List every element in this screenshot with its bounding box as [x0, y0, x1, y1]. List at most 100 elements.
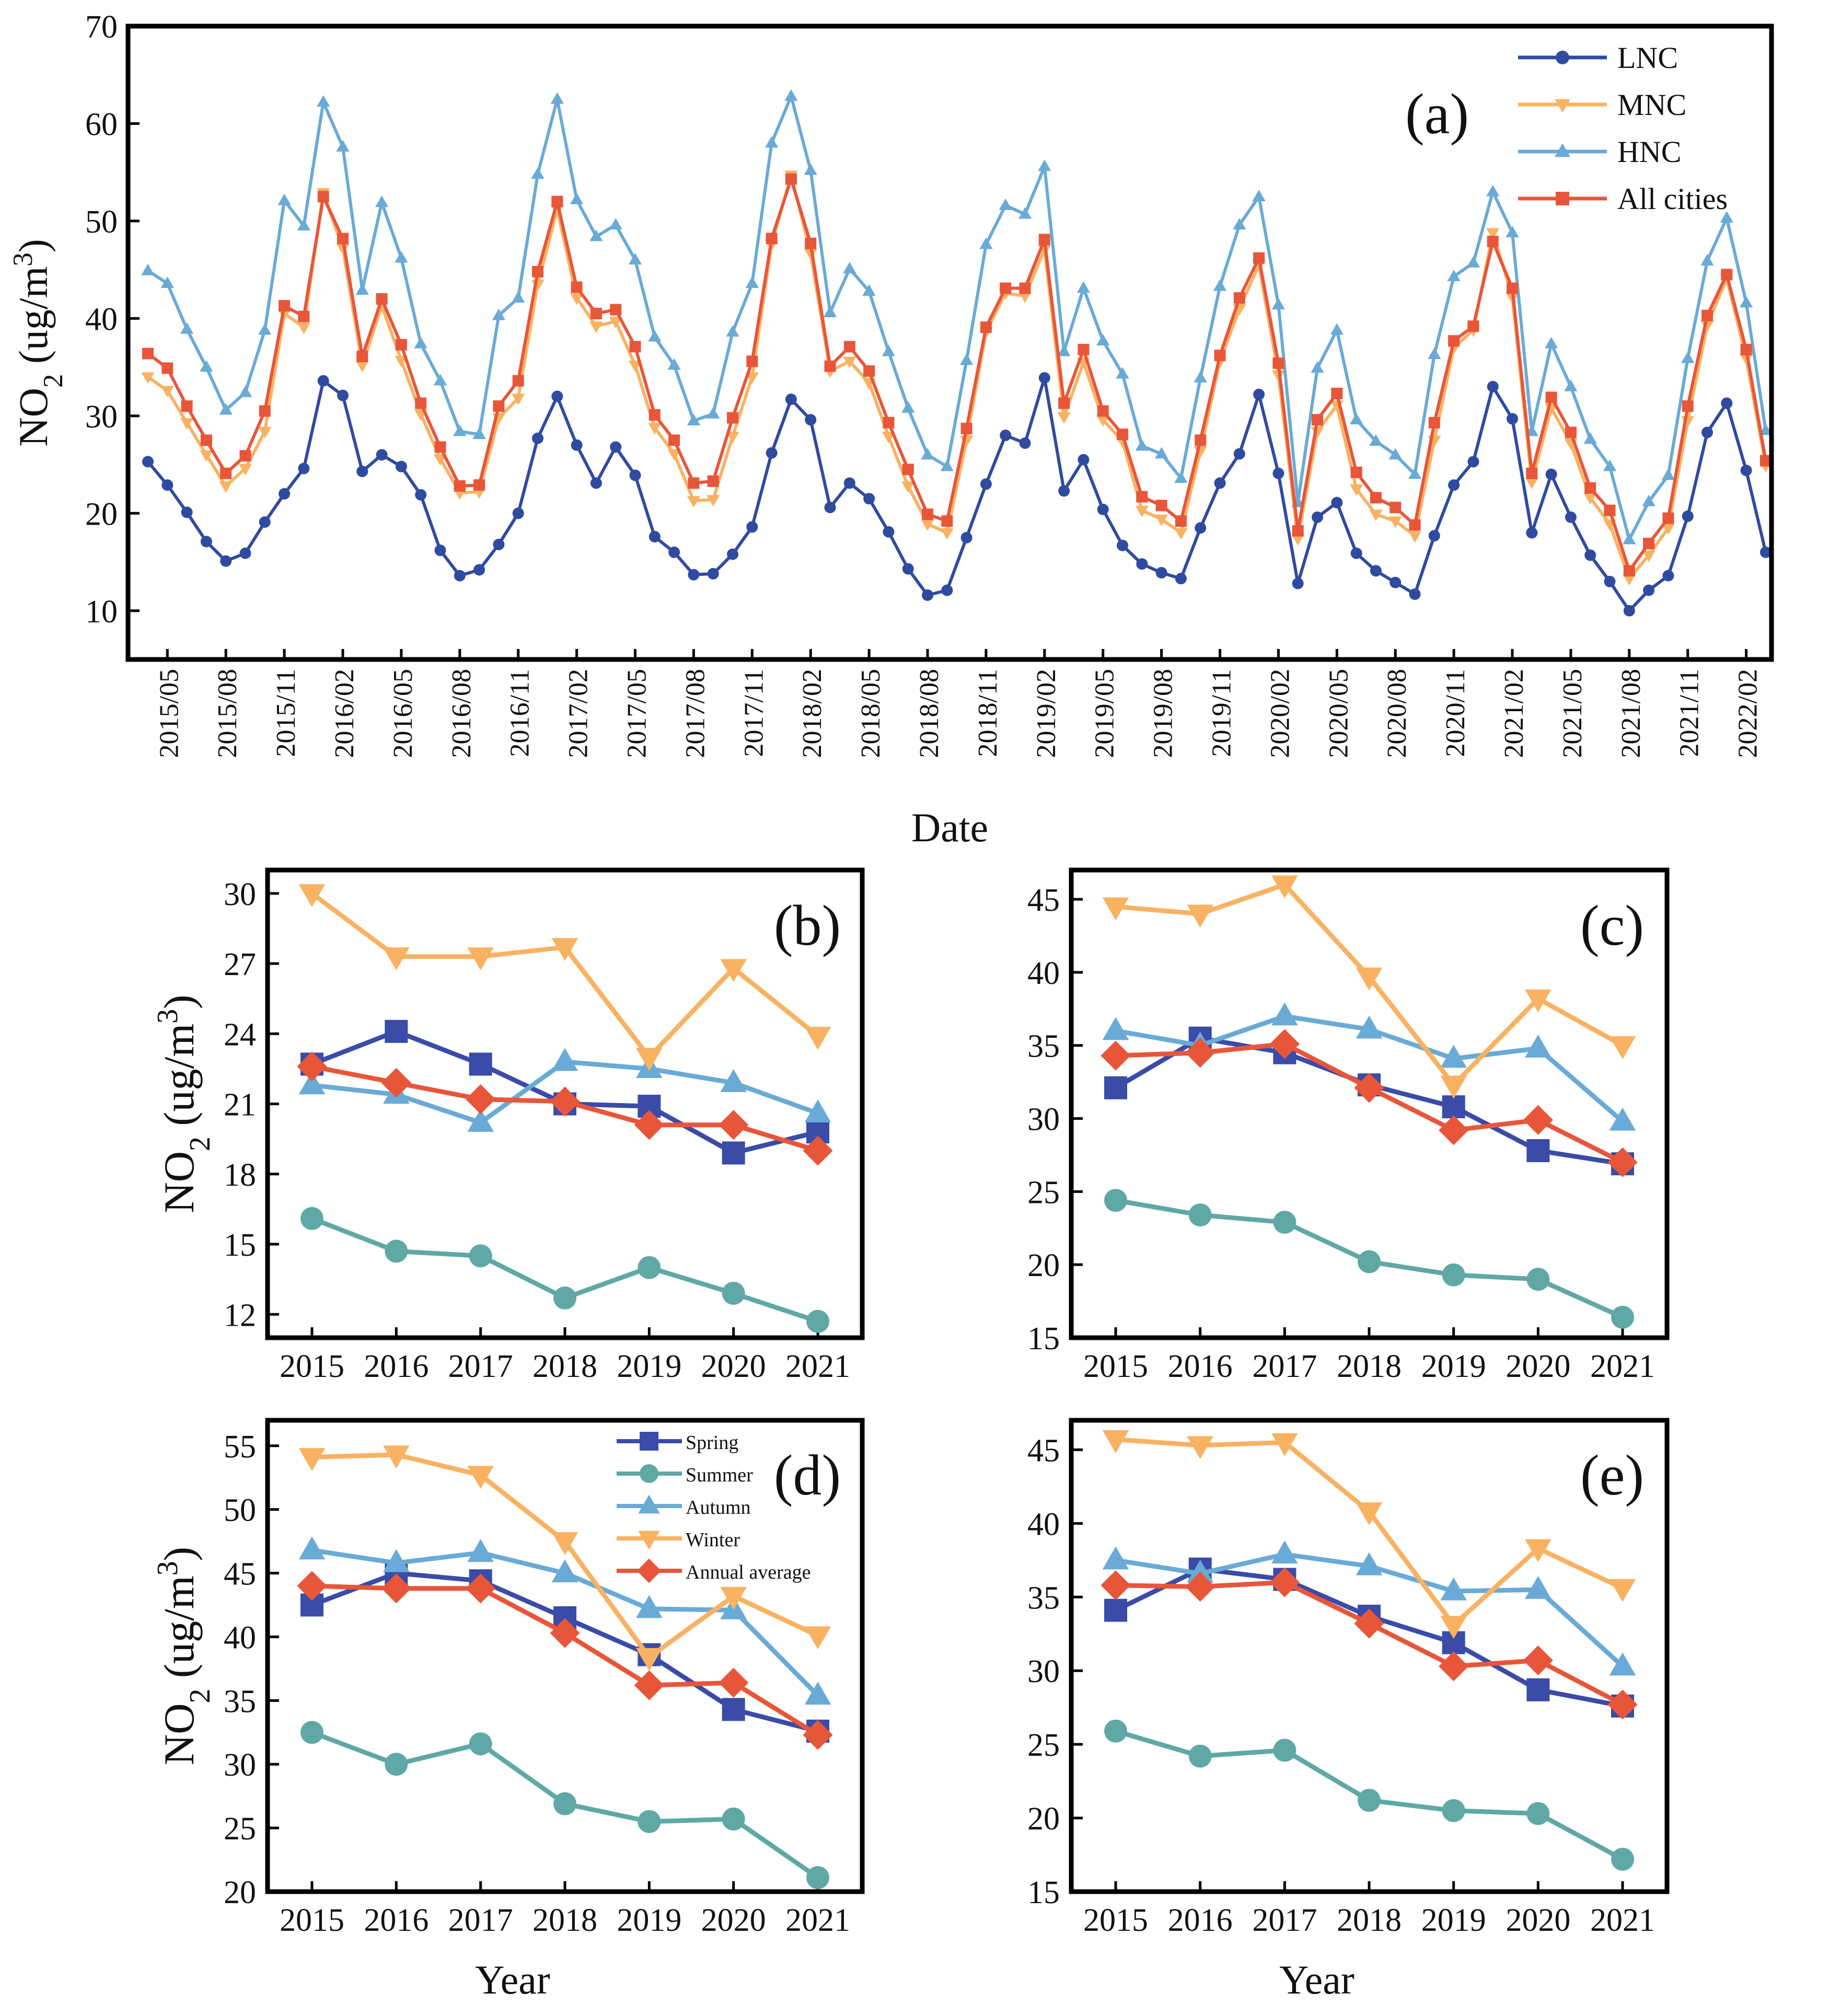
data-point: [279, 488, 291, 500]
data-point: [1740, 344, 1752, 356]
data-point: [1486, 228, 1500, 240]
legend-label: LNC: [1617, 41, 1678, 75]
data-point: [636, 1595, 663, 1618]
data-point: [1096, 415, 1110, 427]
data-point: [609, 317, 622, 329]
data-point: [454, 480, 466, 492]
data-point: [1331, 496, 1343, 508]
data-point: [1292, 577, 1304, 589]
data-point: [1545, 468, 1557, 480]
data-point: [720, 1069, 747, 1092]
data-point: [1409, 588, 1421, 600]
data-point: [1154, 514, 1168, 526]
data-point: [238, 464, 252, 476]
data-point: [433, 374, 447, 386]
data-point: [1662, 570, 1674, 582]
data-point: [466, 1573, 496, 1604]
data-point: [1523, 1645, 1553, 1676]
x-tick-label: 2020: [1506, 1903, 1570, 1938]
data-point: [297, 1571, 327, 1601]
data-point: [1701, 426, 1713, 438]
data-point: [722, 1281, 745, 1305]
data-point: [1331, 387, 1343, 399]
y-tick-label: 27: [224, 947, 256, 982]
y-tick-label: 35: [1027, 1580, 1060, 1616]
data-point: [1701, 309, 1713, 321]
data-point: [804, 1099, 831, 1122]
legend-item: Annual average: [617, 1558, 811, 1583]
plot-frame: [265, 867, 865, 1340]
x-tick-label: 2017/08: [680, 669, 710, 758]
data-point: [1175, 515, 1187, 527]
y-tick-label: 35: [224, 1684, 256, 1719]
data-point: [1311, 361, 1324, 373]
data-point: [1188, 1744, 1212, 1768]
x-tick-label: 2015: [1083, 1903, 1148, 1938]
data-point: [940, 528, 954, 540]
data-point: [493, 400, 505, 412]
panel-b: 12 15 18 21 24 27 30 2015 2016 2017 2018 2019 2020 20…: [152, 867, 865, 1384]
x-tick-label: 2020: [1506, 1349, 1570, 1384]
data-point: [1097, 503, 1109, 515]
legend-item: LNC: [1518, 41, 1678, 75]
data-point: [1739, 296, 1753, 308]
legend-marker: [638, 1494, 660, 1514]
data-point: [1442, 1095, 1465, 1119]
data-point: [766, 447, 778, 459]
series-annual-average: [297, 1571, 833, 1750]
x-tick-label: 2018/08: [914, 669, 944, 758]
data-point: [1526, 1268, 1550, 1291]
data-point: [638, 1256, 661, 1279]
y-tick-label: 25: [224, 1811, 256, 1847]
data-point: [1583, 432, 1597, 444]
y-tick-label: 40: [1027, 956, 1060, 991]
data-point: [1720, 211, 1733, 223]
series-winter: [1102, 1430, 1636, 1639]
data-point: [1269, 1567, 1300, 1597]
data-point: [161, 362, 173, 374]
data-point: [634, 1110, 664, 1140]
data-point: [337, 233, 349, 245]
data-point: [589, 321, 603, 333]
data-point: [636, 1648, 663, 1671]
data-point: [1507, 413, 1518, 425]
data-point: [1102, 1546, 1129, 1570]
data-point: [1019, 437, 1031, 449]
data-point: [745, 276, 759, 288]
data-point: [570, 293, 584, 305]
data-point: [1253, 252, 1265, 264]
x-tick-label: 2019: [1421, 1903, 1486, 1938]
x-tick-label: 2016/08: [447, 669, 477, 758]
data-point: [1642, 550, 1656, 562]
data-point: [467, 1108, 494, 1132]
x-tick-label: 2017: [448, 1349, 513, 1384]
data-point: [1271, 1433, 1298, 1456]
data-point: [385, 1239, 408, 1263]
data-point: [784, 89, 798, 101]
data-point: [1584, 549, 1596, 561]
series-winter: [298, 884, 831, 1071]
data-point: [1078, 344, 1090, 356]
plot-frame: [265, 1418, 865, 1894]
data-point: [649, 409, 661, 421]
data-point: [1564, 379, 1578, 391]
y-tick-label: 45: [1027, 883, 1060, 918]
data-point: [1408, 467, 1422, 479]
data-point: [1102, 1017, 1129, 1040]
data-point: [298, 1448, 326, 1472]
data-point: [1350, 466, 1362, 478]
legend-item: Winter: [617, 1529, 740, 1551]
data-point: [434, 544, 446, 557]
y-axis-label: NO2 (ug/m3): [152, 1547, 216, 1765]
data-point: [707, 475, 719, 487]
data-point: [551, 195, 563, 207]
x-tick-label: 2016: [364, 1903, 429, 1938]
y-tick-label: 30: [224, 1747, 256, 1783]
data-point: [707, 495, 720, 507]
data-point: [141, 263, 155, 275]
data-point: [803, 1136, 833, 1166]
data-point: [901, 481, 915, 493]
x-tick-label: 2020: [701, 1903, 766, 1938]
y-tick-label: 50: [85, 204, 118, 240]
series-summer: [1104, 1189, 1634, 1329]
